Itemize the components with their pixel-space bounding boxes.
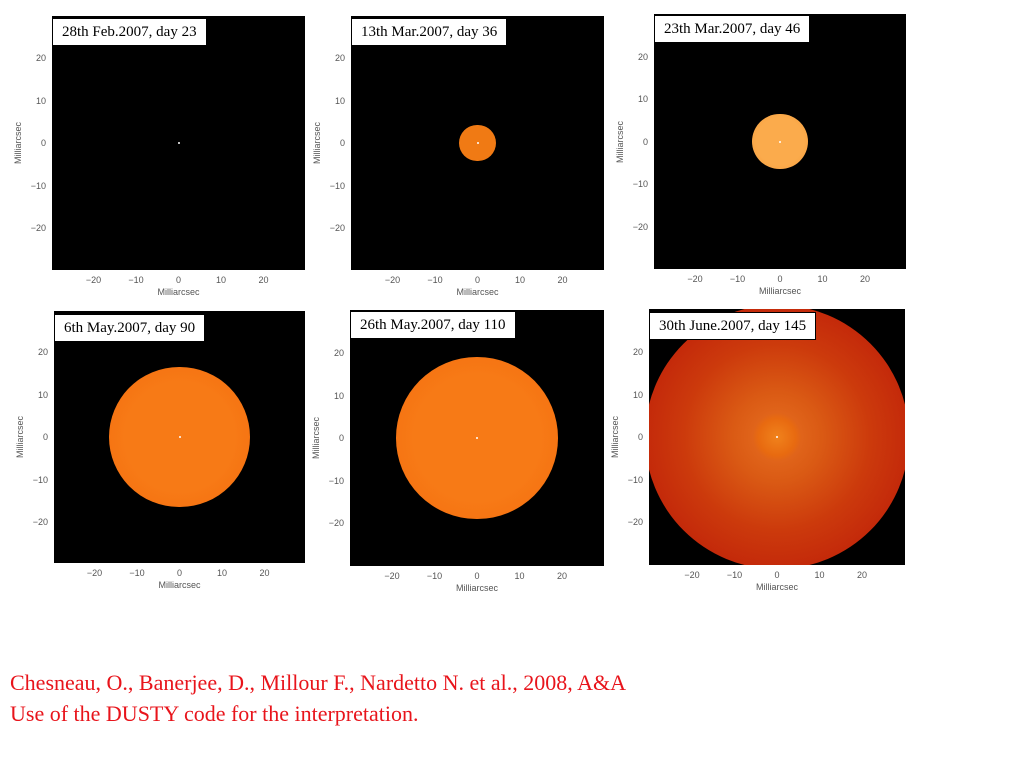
y-tick-label: 0	[42, 432, 48, 442]
y-tick-label: −20	[32, 517, 48, 527]
y-tick-label: 0	[637, 432, 643, 442]
panel-image	[52, 16, 305, 270]
x-tick-label: 10	[215, 275, 227, 285]
y-axis-label: Milliarcsec	[13, 121, 23, 165]
x-tick-label: 20	[556, 571, 568, 581]
central-source-point	[177, 142, 180, 144]
y-tick-label: −20	[328, 518, 344, 528]
central-source-point	[476, 142, 479, 144]
x-axis-label: Milliarcsec	[158, 580, 201, 590]
y-tick-label: 0	[40, 138, 46, 148]
x-tick-label: 10	[514, 571, 525, 581]
x-tick-label: −10	[726, 570, 743, 580]
x-tick-label: 0	[774, 570, 780, 580]
x-tick-label: 10	[814, 570, 825, 580]
y-tick-label: −20	[329, 223, 345, 233]
x-tick-label: 10	[514, 275, 526, 285]
x-tick-label: −20	[384, 571, 400, 581]
y-tick-label: 20	[334, 53, 345, 63]
x-axis-label: Milliarcsec	[456, 287, 499, 297]
x-tick-label: 0	[474, 275, 481, 285]
x-tick-label: −10	[426, 571, 443, 581]
y-tick-label: −10	[328, 475, 344, 486]
y-tick-label: 0	[339, 138, 345, 148]
x-axis-label: Milliarcsec	[758, 286, 802, 296]
x-tick-label: −20	[687, 274, 703, 284]
panel-image	[351, 16, 604, 270]
x-tick-label: 10	[817, 274, 828, 284]
y-tick-label: 10	[37, 389, 48, 400]
y-tick-label: 10	[637, 94, 648, 104]
y-tick-label: 0	[642, 136, 648, 147]
x-tick-label: 0	[175, 275, 182, 285]
panel-date-label: 23th Mar.2007, day 46	[654, 15, 811, 43]
x-tick-label: 0	[777, 274, 783, 284]
y-tick-label: 20	[637, 51, 648, 62]
y-tick-label: −20	[30, 223, 46, 233]
x-tick-label: −20	[86, 568, 103, 578]
central-source-point	[178, 436, 181, 438]
caption-note: Use of the DUSTY code for the interpreta…	[10, 701, 419, 726]
x-tick-label: 20	[258, 275, 269, 285]
panel-date-label: 26th May.2007, day 110	[350, 311, 516, 339]
panel-image	[350, 310, 604, 566]
x-tick-label: −20	[684, 570, 700, 580]
y-axis-label: Milliarcsec	[312, 121, 322, 165]
x-tick-label: 20	[856, 570, 868, 580]
y-axis-label: Milliarcsec	[15, 415, 25, 459]
y-tick-label: −20	[632, 221, 648, 232]
y-axis-label: Milliarcsec	[311, 416, 321, 460]
x-axis-label: Milliarcsec	[755, 582, 799, 592]
x-tick-label: 20	[557, 275, 568, 285]
y-tick-label: −20	[627, 517, 643, 527]
panel-date-label: 6th May.2007, day 90	[54, 314, 206, 342]
caption-citation: Chesneau, O., Banerjee, D., Millour F., …	[10, 670, 626, 695]
y-tick-label: −10	[32, 474, 48, 485]
y-tick-label: 10	[35, 95, 46, 106]
panel-date-label: 30th June.2007, day 145	[649, 312, 817, 340]
y-tick-label: 20	[35, 53, 46, 63]
y-tick-label: −10	[30, 180, 46, 191]
y-tick-label: 20	[333, 348, 344, 358]
y-tick-label: 20	[632, 347, 643, 357]
panel-date-label: 13th Mar.2007, day 36	[351, 18, 508, 46]
y-axis-label: Milliarcsec	[610, 415, 620, 459]
y-tick-label: 0	[338, 433, 344, 443]
caption: Chesneau, O., Banerjee, D., Millour F., …	[10, 667, 626, 729]
panel-image	[654, 14, 906, 269]
y-tick-label: −10	[627, 474, 643, 485]
central-source-point	[476, 437, 478, 439]
y-tick-label: −10	[329, 180, 345, 191]
x-tick-label: −10	[427, 275, 443, 285]
x-tick-label: 20	[259, 568, 270, 578]
x-tick-label: 20	[859, 274, 871, 284]
x-tick-label: 0	[474, 571, 480, 581]
x-tick-label: −20	[384, 275, 401, 285]
y-tick-label: 10	[333, 390, 344, 401]
y-tick-label: 10	[334, 95, 345, 106]
x-axis-label: Milliarcsec	[157, 287, 200, 297]
panel-date-label: 28th Feb.2007, day 23	[52, 18, 207, 46]
y-tick-label: −10	[632, 179, 648, 189]
panel-image	[54, 311, 305, 563]
x-axis-label: Milliarcsec	[455, 583, 499, 593]
x-tick-label: 10	[216, 568, 228, 578]
x-tick-label: −10	[729, 274, 746, 284]
central-source-point	[779, 140, 781, 143]
x-tick-label: −10	[129, 568, 145, 578]
x-tick-label: −10	[128, 275, 144, 285]
x-tick-label: 0	[176, 568, 183, 578]
y-tick-label: 10	[632, 389, 643, 400]
x-tick-label: −20	[85, 275, 102, 285]
panel-image	[649, 309, 905, 565]
y-tick-label: 20	[37, 347, 48, 357]
central-source-point	[776, 436, 778, 438]
y-axis-label: Milliarcsec	[615, 120, 625, 163]
